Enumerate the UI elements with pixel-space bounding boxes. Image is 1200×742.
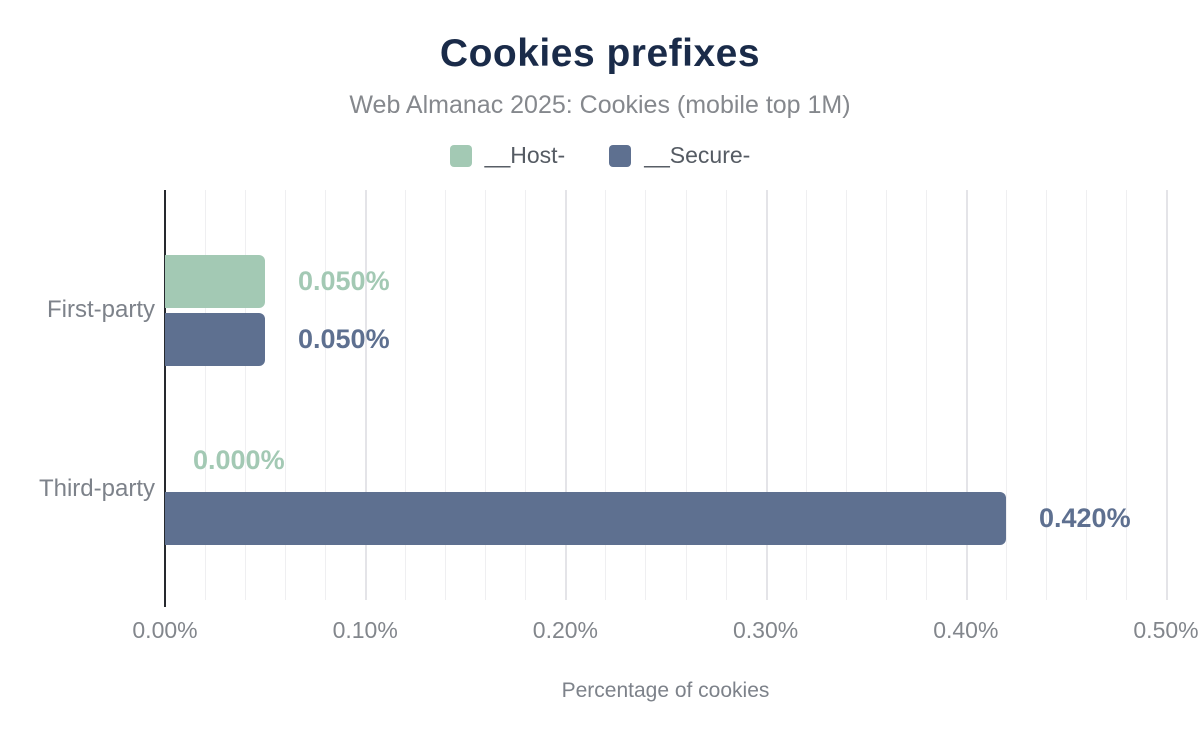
bar-value-label: 0.000% xyxy=(193,444,285,475)
gridline-major xyxy=(966,190,968,600)
gridline-minor xyxy=(846,190,847,600)
gridline-minor xyxy=(1126,190,1127,600)
bar-value-label: 0.050% xyxy=(298,323,390,354)
chart-subtitle: Web Almanac 2025: Cookies (mobile top 1M… xyxy=(349,91,851,119)
gridline-major xyxy=(365,190,367,600)
bar-first-party-secure xyxy=(165,313,265,366)
legend-swatch-host-icon xyxy=(449,144,472,167)
gridline-minor xyxy=(325,190,326,600)
x-tick-label: 0.00% xyxy=(132,617,198,643)
gridline-minor xyxy=(886,190,887,600)
gridline-minor xyxy=(485,190,486,600)
chart-title: Cookies prefixes xyxy=(439,32,761,75)
legend-label-secure: __Secure- xyxy=(644,142,751,168)
category-label-first-party: First-party xyxy=(47,296,155,323)
gridline-minor xyxy=(605,190,606,600)
gridline-minor xyxy=(1046,190,1047,600)
gridline-minor xyxy=(525,190,526,600)
bar-value-label: 0.420% xyxy=(1039,502,1131,533)
gridline-minor xyxy=(205,190,206,600)
gridline-minor xyxy=(445,190,446,600)
x-tick-label: 0.30% xyxy=(732,617,799,643)
gridline-minor xyxy=(726,190,727,600)
legend-label-host: __Host- xyxy=(484,142,566,168)
gridline-minor xyxy=(645,190,646,600)
y-axis-line xyxy=(164,190,166,607)
gridline-minor xyxy=(1006,190,1007,600)
legend-item-host: __Host- xyxy=(449,142,566,169)
legend-swatch-secure-icon xyxy=(609,144,632,167)
legend: __Host- __Secure- xyxy=(0,142,1200,169)
bar-first-party-host xyxy=(165,255,265,308)
x-tick-label: 0.20% xyxy=(532,617,598,643)
gridline-minor xyxy=(405,190,406,600)
x-tick-label: 0.40% xyxy=(933,617,999,643)
gridline-minor xyxy=(1086,190,1087,600)
x-tick-label: 0.50% xyxy=(1133,617,1199,643)
plot-area: 0.050% 0.050% 0.000% 0.420% xyxy=(164,190,1168,607)
x-tick-label: 0.10% xyxy=(332,617,398,643)
bar-third-party-secure xyxy=(165,492,1006,545)
category-label-third-party: Third-party xyxy=(38,475,155,502)
gridline-minor xyxy=(926,190,927,600)
gridline-major xyxy=(766,190,768,600)
bar-value-label: 0.050% xyxy=(298,265,390,296)
x-axis-title: Percentage of cookies xyxy=(561,679,770,702)
gridline-minor xyxy=(686,190,687,600)
legend-item-secure: __Secure- xyxy=(609,142,750,169)
gridline-minor xyxy=(806,190,807,600)
gridline-major xyxy=(565,190,567,600)
gridline-major xyxy=(1166,190,1168,600)
gridline-minor xyxy=(285,190,286,600)
gridline-minor xyxy=(245,190,246,600)
